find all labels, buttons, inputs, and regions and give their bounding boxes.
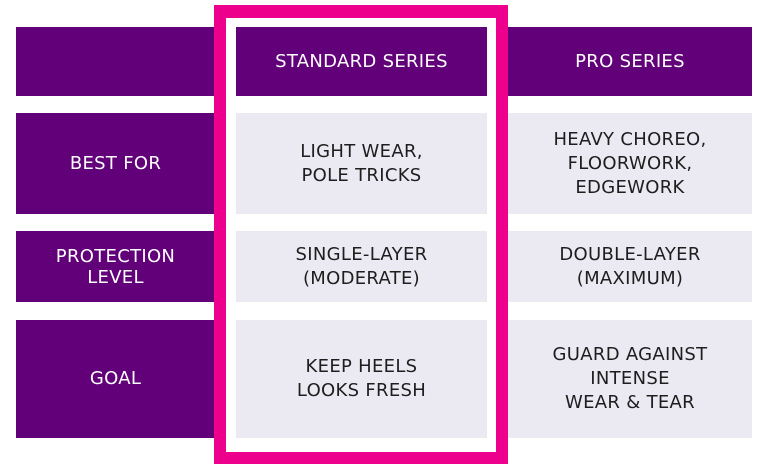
standard-best-for: LIGHT WEAR, POLE TRICKS (236, 113, 487, 214)
pro-goal: GUARD AGAINST INTENSE WEAR & TEAR (508, 320, 752, 438)
pro-protection-level: DOUBLE-LAYER (MAXIMUM) (508, 231, 752, 302)
standard-goal: KEEP HEELS LOOKS FRESH (236, 320, 487, 438)
pro-best-for: HEAVY CHOREO, FLOORWORK, EDGEWORK (508, 113, 752, 214)
row-label-best-for: BEST FOR (16, 113, 215, 214)
row-label-protection-level: PROTECTION LEVEL (16, 231, 215, 302)
standard-series-highlight-frame (214, 5, 508, 464)
header-standard-series: STANDARD SERIES (236, 27, 487, 96)
standard-protection-level: SINGLE-LAYER (MODERATE) (236, 231, 487, 302)
header-empty-cell (16, 27, 215, 96)
header-pro-series: PRO SERIES (508, 27, 752, 96)
row-label-goal: GOAL (16, 320, 215, 438)
